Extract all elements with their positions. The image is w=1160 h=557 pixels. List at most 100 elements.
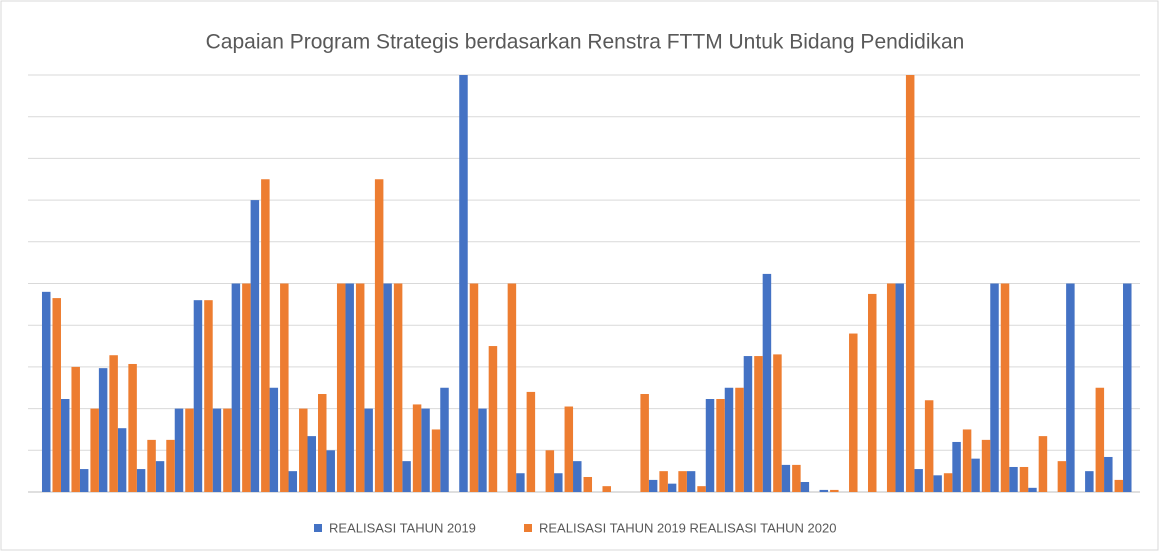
- bar: [383, 283, 392, 492]
- bar: [193, 300, 203, 492]
- bar: [962, 429, 972, 492]
- bar: [516, 473, 525, 492]
- bar: [421, 408, 430, 492]
- bar: [128, 363, 137, 492]
- bar: [943, 473, 953, 492]
- bar: [773, 354, 782, 492]
- bar: [280, 283, 289, 492]
- bar: [469, 283, 479, 492]
- bar: [640, 394, 649, 492]
- bar: [60, 399, 70, 492]
- bar: [109, 355, 118, 492]
- bar: [573, 461, 582, 492]
- bar: [678, 471, 687, 492]
- bar: [374, 179, 384, 492]
- bar: [98, 368, 108, 492]
- bar: [212, 408, 222, 492]
- bar: [147, 439, 156, 492]
- bar: [231, 283, 241, 492]
- bar: [743, 356, 753, 492]
- bar: [800, 481, 810, 492]
- bar: [924, 400, 934, 492]
- bar: [781, 464, 791, 492]
- bar: [716, 399, 725, 492]
- legend-label: REALISASI TAHUN 2019: [329, 520, 476, 535]
- bar: [895, 283, 904, 492]
- bar: [488, 346, 498, 492]
- bar: [697, 486, 706, 492]
- bar: [724, 387, 734, 492]
- bar: [981, 439, 991, 492]
- bar: [440, 387, 449, 492]
- bar: [1114, 479, 1124, 492]
- bar: [648, 479, 658, 492]
- bar: [299, 408, 308, 492]
- bar: [1038, 436, 1048, 492]
- bar: [659, 471, 668, 492]
- bar: [1009, 466, 1018, 492]
- bar: [307, 436, 316, 492]
- bar: [686, 471, 696, 492]
- bar: [364, 408, 373, 492]
- bar: [1123, 283, 1132, 492]
- bar: [185, 408, 194, 492]
- bar: [886, 283, 896, 492]
- bar: [705, 399, 715, 492]
- bar: [667, 483, 677, 492]
- bar: [431, 429, 441, 492]
- bar: [990, 283, 999, 492]
- bar: [242, 283, 251, 492]
- bar: [952, 441, 961, 492]
- bar: [905, 75, 915, 492]
- bar: [393, 283, 403, 492]
- bar: [1028, 487, 1037, 492]
- bar: [1000, 283, 1010, 492]
- bar: [1066, 283, 1075, 492]
- bar: [223, 408, 232, 492]
- bar: [507, 283, 517, 492]
- bar: [545, 450, 555, 492]
- bar: [79, 469, 89, 492]
- bar: [326, 450, 335, 492]
- bar: [459, 75, 468, 492]
- bar: [90, 408, 99, 492]
- bar: [269, 387, 279, 492]
- bar: [754, 356, 763, 492]
- bar: [261, 179, 270, 492]
- bar: [1095, 387, 1105, 492]
- legend-label: REALISASI TAHUN 2019 REALISASI TAHUN 202…: [539, 520, 836, 535]
- bar: [336, 283, 346, 492]
- bar: [478, 408, 487, 492]
- chart-title: Capaian Program Strategis berdasarkan Re…: [206, 31, 965, 54]
- bar: [318, 394, 327, 492]
- bar: [735, 387, 744, 492]
- bar: [554, 473, 563, 492]
- bar: [1057, 461, 1067, 492]
- bar: [526, 391, 536, 492]
- bar: [355, 283, 365, 492]
- bar: [402, 461, 411, 492]
- bar: [166, 439, 175, 492]
- bar: [792, 464, 801, 492]
- bar: [155, 461, 165, 492]
- bar: [830, 489, 839, 492]
- bar: [412, 404, 422, 492]
- bar: [868, 293, 877, 492]
- bar: [204, 300, 213, 492]
- bar: [174, 408, 184, 492]
- bar: [345, 283, 354, 492]
- bar: [52, 298, 61, 492]
- bar: [602, 486, 611, 492]
- bar: [849, 333, 858, 492]
- bar: [1019, 466, 1029, 492]
- bar: [136, 469, 146, 492]
- legend-swatch: [314, 524, 322, 532]
- bar: [933, 475, 942, 492]
- bar: [971, 458, 980, 492]
- bar: [250, 200, 260, 492]
- bar: [288, 471, 298, 492]
- bar: [71, 366, 80, 492]
- bar: [819, 489, 829, 492]
- bar: [914, 469, 923, 492]
